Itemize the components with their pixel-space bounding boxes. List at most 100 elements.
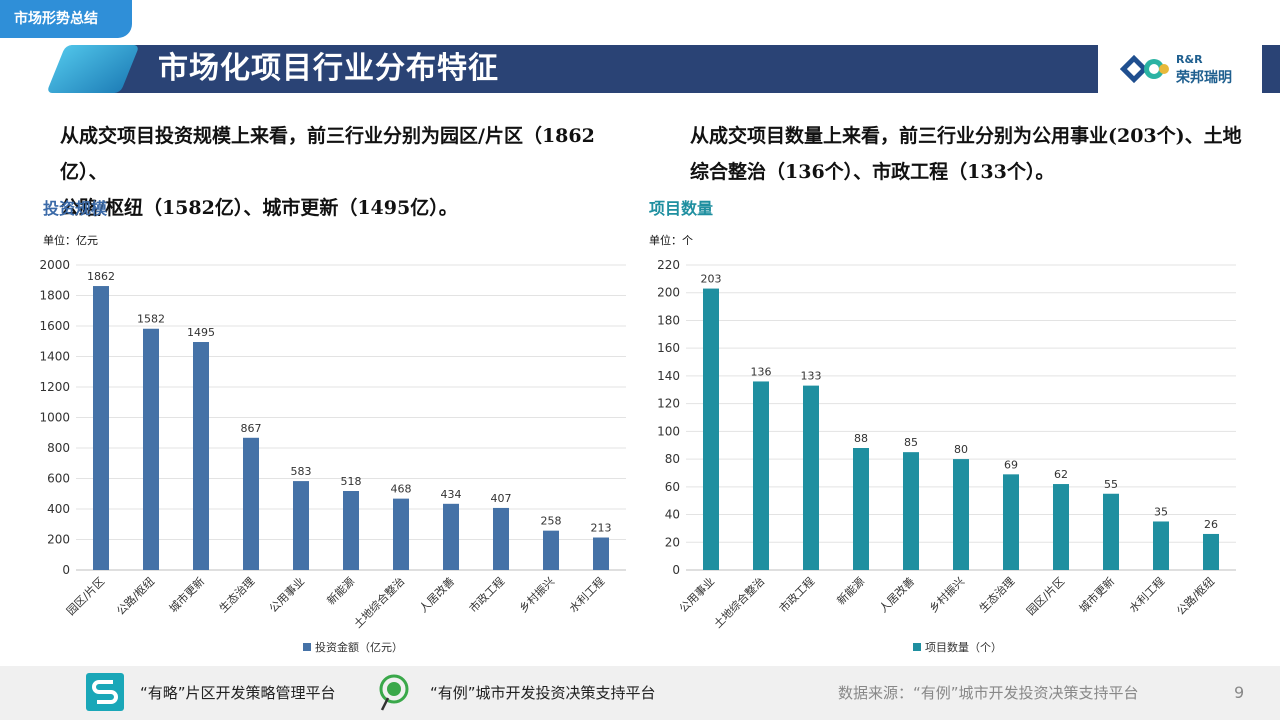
youlue-platform-label: “有略”片区开发策略管理平台 <box>140 684 336 702</box>
count-category-label-6: 生态治理 <box>976 574 1017 615</box>
data-source: 数据来源：“有例”城市开发投资决策支持平台 <box>838 684 1139 702</box>
invest-ytick-8: 1600 <box>39 319 70 333</box>
invest-data-label-2: 1495 <box>187 326 215 339</box>
company-logo: R&R 荣邦瑞明 <box>1120 50 1240 88</box>
invest-bar-10 <box>593 537 609 570</box>
invest-data-label-6: 468 <box>391 483 412 496</box>
invest-legend-label: 投资金额（亿元） <box>315 640 403 654</box>
summary-right-line-1: 从成交项目数量上来看，前三行业分别为公用事业(203个)、土地 <box>690 125 1242 147</box>
invest-ytick-6: 1200 <box>39 380 70 394</box>
count-category-label-1: 土地综合整治 <box>711 574 768 631</box>
count-data-label-8: 55 <box>1104 478 1118 491</box>
count-ytick-3: 60 <box>665 480 680 494</box>
count-data-label-2: 133 <box>801 370 822 383</box>
count-data-label-6: 69 <box>1004 458 1018 471</box>
count-category-label-0: 公用事业 <box>677 575 717 615</box>
logo-text-cn: 荣邦瑞明 <box>1176 70 1232 86</box>
count-data-label-1: 136 <box>751 365 772 378</box>
youli-platform-icon <box>379 674 409 711</box>
count-bar-0 <box>703 288 719 570</box>
logo-mark-icon <box>1120 54 1169 84</box>
invest-ytick-9: 1800 <box>39 289 70 303</box>
count-bar-9 <box>1153 521 1169 570</box>
count-data-label-10: 26 <box>1204 518 1218 531</box>
invest-bar-9 <box>543 530 559 570</box>
left-section-title: 投资规模 <box>43 199 108 218</box>
invest-data-label-3: 867 <box>241 422 262 435</box>
invest-data-label-5: 518 <box>341 475 362 488</box>
count-bar-4 <box>903 452 919 570</box>
count-ytick-4: 80 <box>665 452 680 466</box>
right-section-title: 项目数量 <box>649 199 714 218</box>
invest-ytick-2: 400 <box>47 502 70 516</box>
page-number: 9 <box>1234 683 1245 702</box>
count-bar-10 <box>1203 533 1219 570</box>
count-category-label-7: 园区/片区 <box>1024 575 1067 618</box>
count-data-label-0: 203 <box>701 273 722 286</box>
invest-bar-3 <box>243 437 259 570</box>
invest-bar-1 <box>143 328 159 570</box>
invest-category-label-0: 园区/片区 <box>64 575 107 618</box>
invest-data-label-9: 258 <box>541 515 562 528</box>
invest-category-label-3: 生态治理 <box>216 574 257 615</box>
count-legend-label: 项目数量（个） <box>925 641 1002 654</box>
project-count-bar-chart: 0 20 40 60 80 100 120 140 160 180 200 220 203 公用事业 136… <box>657 258 1236 654</box>
count-bar-8 <box>1103 493 1119 570</box>
count-category-label-3: 新能源 <box>834 574 867 607</box>
investment-bar-chart: 0 200 400 600 800 1000 1200 1400 1600 1800 2000 186… <box>39 258 626 654</box>
invest-category-label-8: 市政工程 <box>466 574 507 615</box>
left-unit-label: 单位：亿元 <box>43 234 98 247</box>
side-strip <box>1262 45 1280 93</box>
count-ytick-11: 220 <box>657 258 680 272</box>
right-unit-label: 单位：个 <box>649 234 693 247</box>
invest-bar-2 <box>193 342 209 570</box>
youli-platform-label: “有例”城市开发投资决策支持平台 <box>430 684 656 702</box>
summary-left: 从成交项目投资规模上来看，前三行业分别为园区/片区（1862亿）、 公路/枢纽（… <box>60 118 640 226</box>
invest-category-label-5: 新能源 <box>324 574 357 607</box>
count-ytick-6: 120 <box>657 397 680 411</box>
count-ytick-7: 140 <box>657 369 680 383</box>
count-ytick-5: 100 <box>657 424 680 438</box>
invest-legend-swatch <box>303 643 311 651</box>
count-data-label-3: 88 <box>854 432 868 445</box>
count-category-label-8: 城市更新 <box>1076 574 1117 615</box>
summary-right-line-2: 综合整治（136个）、市政工程（133个）。 <box>690 161 1055 183</box>
invest-data-label-0: 1862 <box>87 270 115 283</box>
count-bar-6 <box>1003 474 1019 570</box>
invest-bar-4 <box>293 481 309 570</box>
invest-category-label-6: 土地综合整治 <box>351 574 408 631</box>
invest-ytick-0: 0 <box>62 563 70 577</box>
invest-category-label-4: 公用事业 <box>267 575 307 615</box>
invest-bar-6 <box>393 498 409 570</box>
count-ytick-2: 40 <box>665 508 680 522</box>
invest-bar-7 <box>443 503 459 570</box>
youlue-platform-icon <box>86 673 124 711</box>
invest-bar-5 <box>343 491 359 570</box>
invest-category-label-7: 人居改善 <box>416 574 457 615</box>
count-category-label-9: 水利工程 <box>1127 575 1167 615</box>
invest-category-label-9: 乡村振兴 <box>516 574 557 615</box>
invest-bar-8 <box>493 507 509 570</box>
invest-data-label-10: 213 <box>591 522 612 535</box>
count-ytick-9: 180 <box>657 313 680 327</box>
count-ytick-8: 160 <box>657 341 680 355</box>
title-bar <box>78 45 1098 93</box>
count-bar-2 <box>803 385 819 570</box>
count-bar-7 <box>1053 484 1069 570</box>
count-legend-swatch <box>913 643 921 651</box>
summary-left-line-1: 从成交项目投资规模上来看，前三行业分别为园区/片区（1862亿）、 <box>60 125 595 183</box>
invest-category-label-1: 公路/枢纽 <box>113 574 157 618</box>
title-banner: 市场化项目行业分布特征 <box>46 45 1098 93</box>
invest-ytick-7: 1400 <box>39 350 70 364</box>
count-category-label-4: 人居改善 <box>876 574 917 615</box>
count-category-label-2: 市政工程 <box>776 574 817 615</box>
footer: “有略”片区开发策略管理平台 “有例”城市开发投资决策支持平台 数据来源：“有例… <box>0 666 1280 720</box>
invest-data-label-4: 583 <box>291 465 312 478</box>
page-title: 市场化项目行业分布特征 <box>158 51 499 86</box>
count-category-label-5: 乡村振兴 <box>926 574 967 615</box>
invest-ytick-10: 2000 <box>39 258 70 272</box>
count-data-label-4: 85 <box>904 436 918 449</box>
count-bar-5 <box>953 459 969 570</box>
invest-data-label-1: 1582 <box>137 313 165 326</box>
count-data-label-5: 80 <box>954 443 968 456</box>
